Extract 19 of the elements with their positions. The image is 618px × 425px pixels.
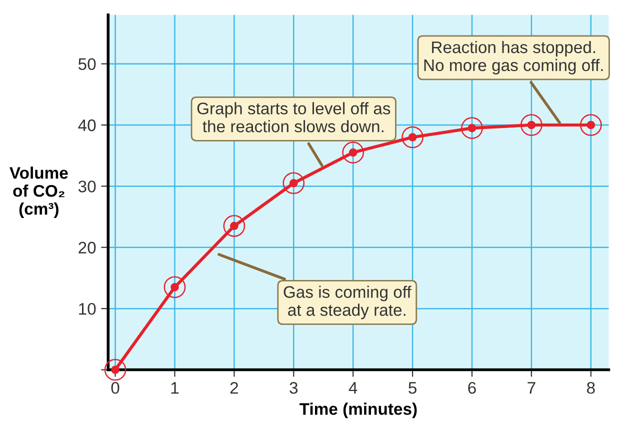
x-tick-label: 2 bbox=[230, 382, 238, 394]
annotation: Reaction has stopped. No more gas coming off. bbox=[424, 40, 603, 74]
annotation: Gas is coming off at a steady rate. bbox=[284, 286, 412, 320]
x-tick-label: 6 bbox=[468, 382, 476, 394]
y-tick-label: 40 bbox=[78, 119, 96, 132]
x-axis-title: Time (minutes) bbox=[300, 402, 417, 418]
y-tick-label: 30 bbox=[78, 180, 96, 192]
x-tick-label: 0 bbox=[111, 382, 120, 394]
x-tick-label: 5 bbox=[408, 382, 416, 394]
x-tick-label: 3 bbox=[290, 382, 298, 394]
y-tick-label: 50 bbox=[78, 58, 96, 70]
y-tick-label: 20 bbox=[78, 242, 96, 254]
y-tick-label: 10 bbox=[79, 302, 96, 315]
annotation: Graph starts to level off as the reaction slows down. bbox=[197, 102, 390, 132]
x-tick-label: 1 bbox=[171, 382, 179, 394]
x-tick-label: 7 bbox=[528, 382, 536, 394]
x-tick-label: 8 bbox=[586, 382, 595, 394]
x-tick-label: 4 bbox=[348, 382, 358, 394]
y-axis-title: Volume of CO₂ (cm³) bbox=[10, 166, 68, 218]
